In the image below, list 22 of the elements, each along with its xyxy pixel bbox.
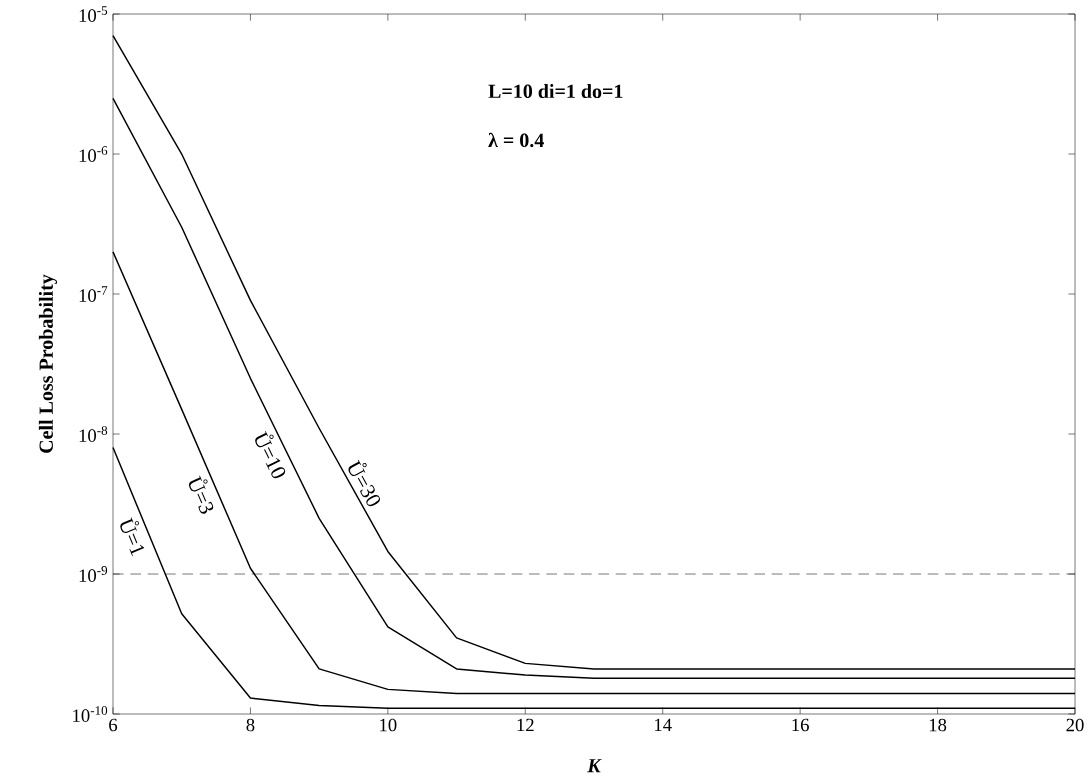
x-tick-label: 16 bbox=[792, 718, 809, 732]
y-tick-label: 10$^{-7}$ bbox=[79, 286, 108, 302]
y-tick-label: 10$^{-10}$ bbox=[73, 706, 108, 722]
x-tick-label: 12 bbox=[517, 718, 534, 732]
annotation: λ = 0.4 bbox=[488, 132, 544, 148]
y-tick-label: 10$^{-5}$ bbox=[79, 6, 108, 22]
x-tick-label: 10 bbox=[380, 718, 397, 732]
y-tick-label: 10$^{-6}$ bbox=[79, 146, 108, 162]
x-tick-label: 18 bbox=[929, 718, 947, 732]
x-tick-label: 20 bbox=[1066, 718, 1084, 732]
y-tick-label: 10$^{-9}$ bbox=[79, 566, 108, 582]
x-tick-label: 6 bbox=[109, 718, 118, 732]
y-tick-label: 10$^{-8}$ bbox=[79, 426, 108, 442]
text: Ů=10 bbox=[255, 431, 286, 479]
text: Ů=30 bbox=[348, 459, 381, 507]
text: Ů=3 bbox=[189, 475, 214, 514]
x-tick-label: 14 bbox=[655, 718, 672, 732]
annotation: L=10 di=1 do=1 bbox=[488, 83, 623, 99]
x-axis-title: K bbox=[587, 759, 602, 773]
y-axis-title: Cell Loss Probability bbox=[38, 274, 58, 453]
x-tick-label: 8 bbox=[246, 718, 255, 732]
text: Ů=1 bbox=[120, 517, 145, 557]
